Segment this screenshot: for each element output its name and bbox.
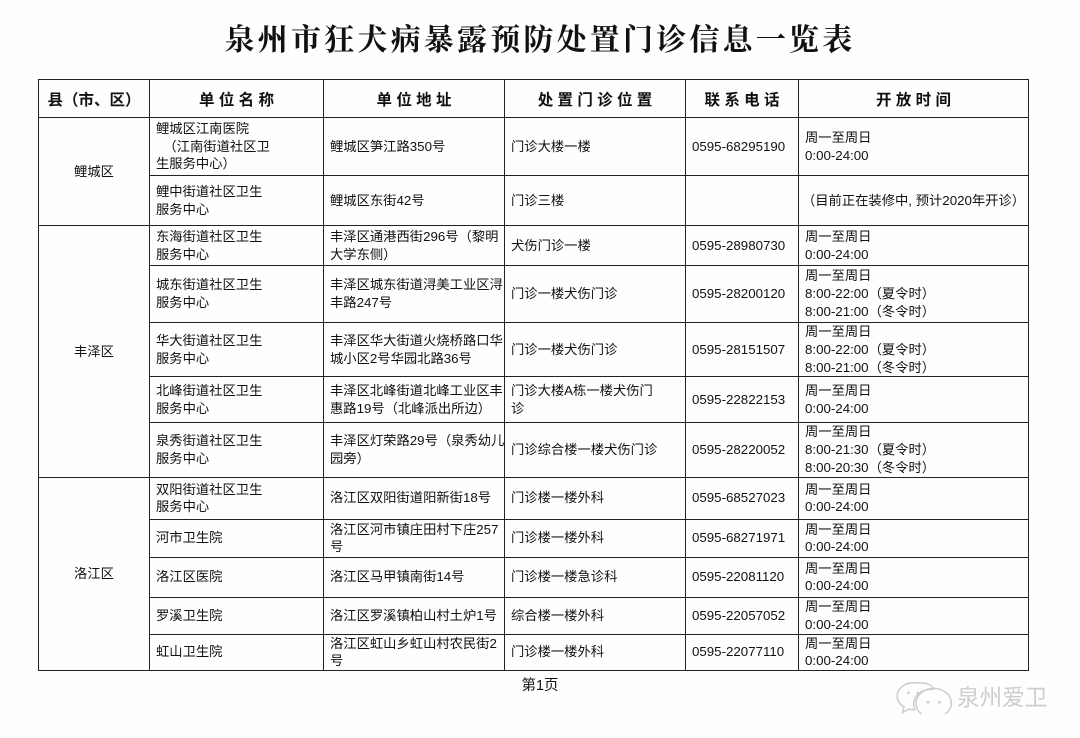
svg-text:泉州爱卫: 泉州爱卫 — [957, 685, 1047, 710]
